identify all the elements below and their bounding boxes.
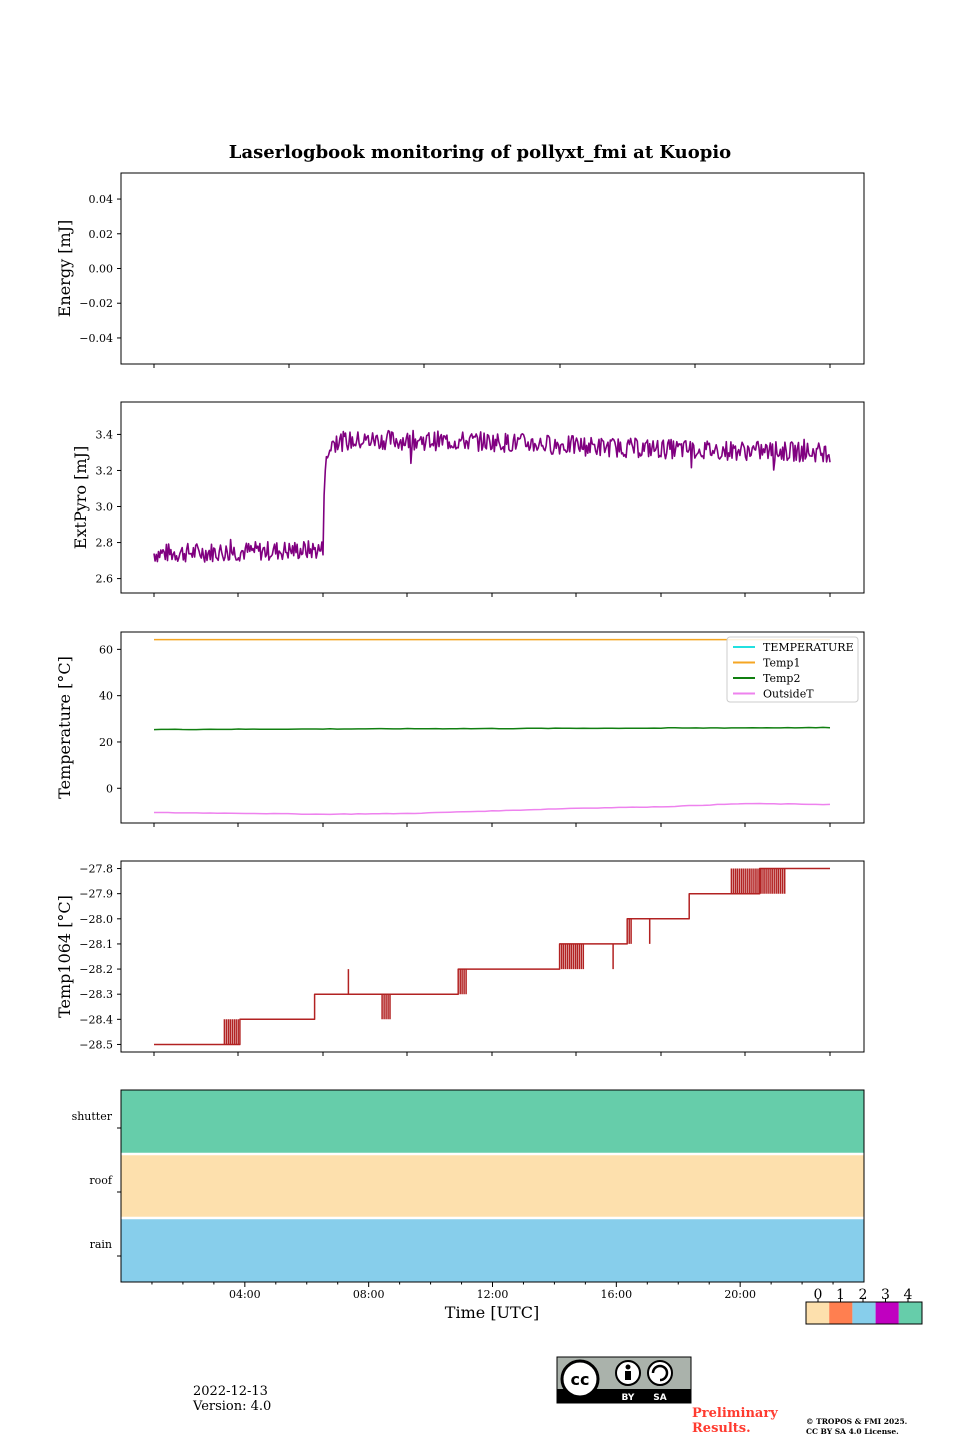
badge-label-sa: SA	[653, 1393, 666, 1403]
y-tick-label-extpyro: 3.2	[96, 464, 114, 477]
chart-temp1064	[117, 860, 865, 1056]
x-tick-label: 08:00	[353, 1288, 385, 1301]
chart-status	[117, 1089, 865, 1287]
colorbar-tick-label: 0	[814, 1287, 823, 1303]
y-tick-label-energy: −0.04	[79, 332, 113, 345]
colorbar-segment-4	[898, 1302, 922, 1324]
series-line-extpyro	[153, 429, 831, 563]
badge-label-by: BY	[622, 1393, 635, 1403]
legend-box	[726, 636, 859, 703]
y-tick-label-temp1064: −28.3	[79, 988, 113, 1001]
colorbar	[805, 1298, 923, 1325]
series-line-outsidet	[154, 802, 831, 816]
colorbar-segment-0	[806, 1302, 830, 1324]
preliminary-label: Preliminary Results.	[692, 1406, 778, 1436]
legend-label-temperature: TEMPERATURE	[763, 641, 854, 654]
plot-frame-energy	[120, 172, 865, 365]
sa-icon	[647, 1360, 673, 1386]
plot-frame-extpyro	[120, 401, 865, 594]
colorbar-tick-label: 1	[836, 1287, 845, 1303]
chart-energy	[117, 172, 865, 368]
plots-layer: 0.04 0.02 0.00 −0.02 −0.04 Energy [mJ] 2.6 2.8 3…	[55, 172, 923, 1325]
legend-label-outsidet: OutsideT	[763, 688, 814, 701]
y-tick-label-temperature: 20	[99, 736, 113, 749]
chart-extpyro	[117, 401, 865, 597]
status-label-roof: roof	[89, 1174, 113, 1187]
y-tick-label-extpyro: 3.4	[96, 428, 114, 441]
y-tick-label-temp1064: −28.1	[79, 938, 113, 951]
y-axis-label-temp1064: Temp1064 [°C]	[55, 895, 74, 1018]
copyright-note: © TROPOS & FMI 2025. CC BY SA 4.0 Licens…	[806, 1417, 907, 1437]
y-tick-label-energy: 0.04	[89, 193, 114, 206]
y-tick-label-temp1064: −28.0	[79, 913, 113, 926]
y-axis-label-extpyro: ExtPyro [mJ]	[71, 446, 90, 549]
svg-text:cc: cc	[571, 1370, 590, 1389]
legend-label-temp2: Temp2	[763, 672, 800, 685]
y-axis-label-energy: Energy [mJ]	[55, 220, 74, 318]
y-tick-label-temperature: 40	[99, 690, 113, 703]
status-band-roof	[121, 1154, 864, 1218]
series-line-temp1064	[154, 867, 830, 1046]
status-band-shutter	[121, 1090, 864, 1154]
y-tick-label-temp1064: −28.5	[79, 1038, 113, 1051]
status-label-shutter: shutter	[72, 1110, 113, 1123]
y-tick-label-temp1064: −28.4	[79, 1013, 113, 1026]
cc-license-badge: cc BY SA	[556, 1356, 692, 1404]
y-tick-label-energy: −0.02	[79, 297, 113, 310]
y-tick-label-energy: 0.02	[89, 228, 114, 241]
y-tick-label-extpyro: 2.6	[96, 573, 114, 586]
y-tick-label-temp1064: −27.9	[79, 888, 113, 901]
x-axis-label: Time [UTC]	[445, 1303, 539, 1322]
y-tick-label-energy: 0.00	[89, 263, 114, 276]
y-tick-label-extpyro: 3.0	[96, 501, 114, 514]
colorbar-segment-2	[852, 1302, 876, 1324]
legend	[726, 636, 859, 703]
x-tick-label: 12:00	[477, 1288, 509, 1301]
y-axis-label-temperature: Temperature [°C]	[55, 656, 74, 799]
status-band-rain	[121, 1218, 864, 1282]
copyright-line-2: CC BY SA 4.0 License.	[806, 1427, 899, 1436]
figure-title: Laserlogbook monitoring of pollyxt_fmi a…	[229, 142, 731, 163]
status-label-rain: rain	[90, 1238, 112, 1251]
colorbar-tick-label: 4	[904, 1287, 913, 1303]
copyright-line-1: © TROPOS & FMI 2025.	[806, 1417, 908, 1426]
x-tick-label: 04:00	[229, 1288, 261, 1301]
y-tick-label-temperature: 0	[106, 782, 113, 795]
version-text: Version: 4.0	[193, 1399, 272, 1414]
colorbar-segment-3	[875, 1302, 899, 1324]
colorbar-frame	[805, 1301, 923, 1325]
legend-label-temp1: Temp1	[763, 657, 800, 670]
y-tick-label-temp1064: −28.2	[79, 963, 113, 976]
series-line-temp2	[153, 726, 831, 731]
cc-icon	[560, 1359, 600, 1399]
date-text: 2022-12-13	[193, 1384, 268, 1399]
colorbar-tick-label: 2	[859, 1287, 868, 1303]
y-tick-label-extpyro: 2.8	[96, 537, 114, 550]
colorbar-segment-1	[829, 1302, 853, 1324]
x-tick-label: 20:00	[724, 1288, 756, 1301]
y-tick-label-temperature: 60	[99, 643, 113, 656]
x-tick-label: 16:00	[600, 1288, 632, 1301]
colorbar-tick-label: 3	[881, 1287, 890, 1303]
y-tick-label-temp1064: −27.8	[79, 863, 113, 876]
chart-temperature	[117, 631, 865, 827]
